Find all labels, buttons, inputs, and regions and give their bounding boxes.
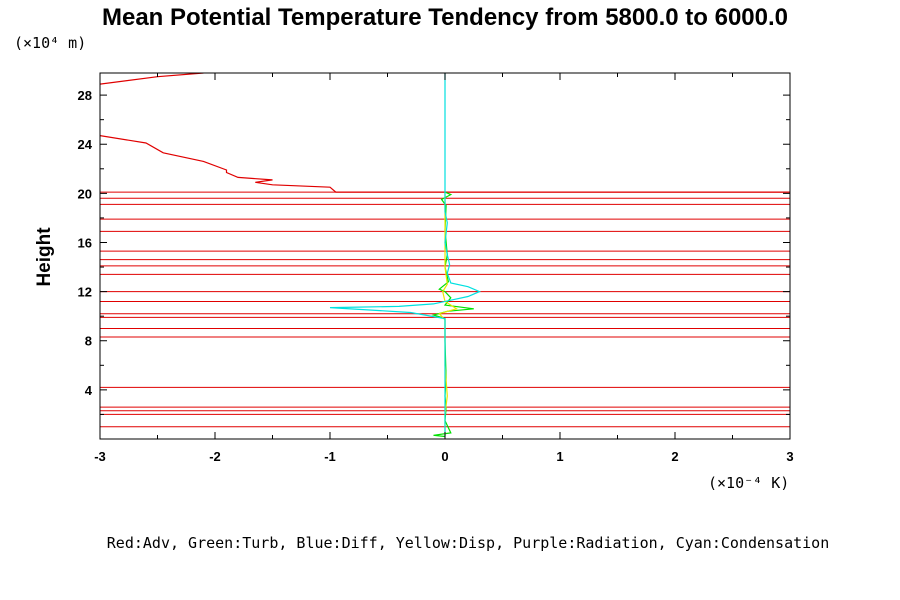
y-tick-label: 28 (78, 88, 92, 103)
y-tick-label: 24 (78, 137, 93, 152)
x-tick-label: 3 (786, 449, 793, 464)
x-axis: -3 -2 -1 0 1 2 3 (94, 73, 794, 464)
y-axis-label: Height (34, 227, 55, 287)
y-axis: 4 8 12 16 20 24 28 (78, 88, 790, 415)
x-tick-label: 1 (556, 449, 563, 464)
x-tick-label: 2 (671, 449, 678, 464)
series-line-disp (438, 193, 458, 436)
x-tick-label: -3 (94, 449, 106, 464)
y-unit-label: (×10⁴ m) (14, 34, 86, 52)
legend-text: Red:Adv, Green:Turb, Blue:Diff, Yellow:D… (107, 534, 829, 552)
x-tick-label: -2 (209, 449, 221, 464)
series-line-adv-upper (100, 135, 790, 193)
series-line-adv-top (100, 73, 204, 85)
plot-marks (100, 73, 790, 438)
x-unit-label: (×10⁻⁴ K) (708, 474, 789, 492)
y-tick-label: 12 (78, 285, 92, 300)
y-tick-label: 16 (78, 235, 92, 250)
y-tick-label: 8 (85, 334, 92, 349)
y-tick-label: 20 (78, 186, 92, 201)
x-tick-label: 0 (441, 449, 448, 464)
series-line-condensation (329, 73, 482, 437)
chart-title: Mean Potential Temperature Tendency from… (102, 4, 788, 31)
x-tick-label: -1 (324, 449, 336, 464)
y-tick-label: 4 (85, 383, 93, 398)
